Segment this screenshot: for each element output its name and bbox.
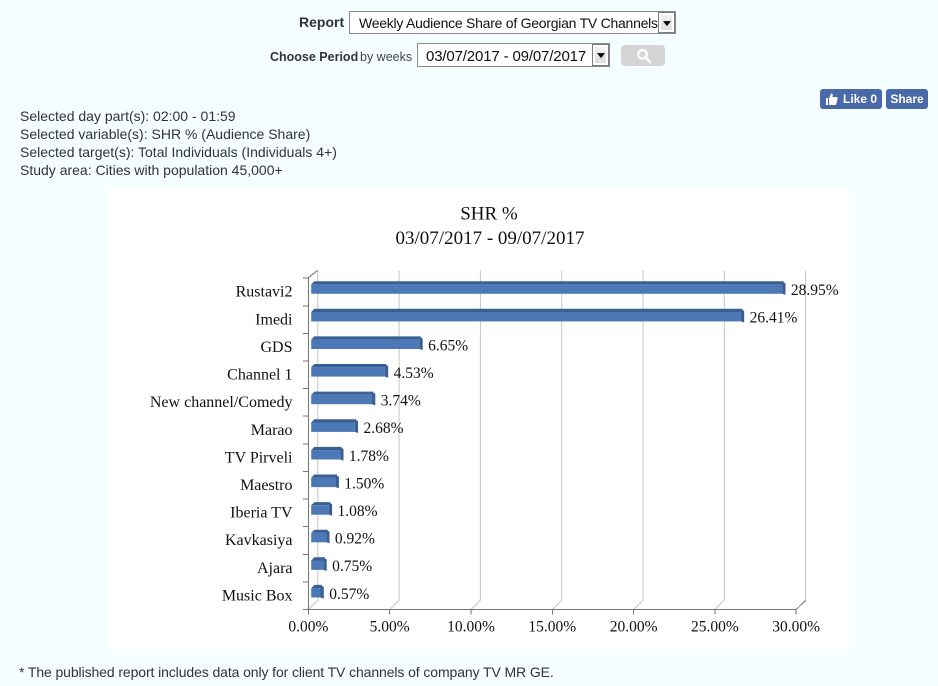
svg-text:2.68%: 2.68% <box>364 420 404 437</box>
svg-text:1.78%: 1.78% <box>349 448 389 465</box>
svg-text:Iberia TV: Iberia TV <box>230 505 293 522</box>
svg-text:Maestro: Maestro <box>240 477 292 494</box>
svg-text:15.00%: 15.00% <box>528 619 576 636</box>
svg-text:GDS: GDS <box>260 339 292 356</box>
svg-text:3.74%: 3.74% <box>381 393 421 410</box>
svg-text:0.92%: 0.92% <box>335 531 375 548</box>
svg-text:0.57%: 0.57% <box>329 586 369 603</box>
svg-text:30.00%: 30.00% <box>772 619 820 636</box>
svg-text:Channel 1: Channel 1 <box>227 367 292 384</box>
svg-text:28.95%: 28.95% <box>791 282 839 299</box>
svg-text:Music Box: Music Box <box>222 587 293 604</box>
svg-text:New channel/Comedy: New channel/Comedy <box>150 394 293 411</box>
svg-text:Rustavi2: Rustavi2 <box>236 284 293 301</box>
svg-text:1.08%: 1.08% <box>338 503 378 520</box>
svg-text:TV Pirveli: TV Pirveli <box>225 449 293 466</box>
svg-text:03/07/2017 - 09/07/2017: 03/07/2017 - 09/07/2017 <box>396 228 585 249</box>
svg-text:SHR %: SHR % <box>460 204 518 225</box>
svg-text:Kavkasiya: Kavkasiya <box>225 532 293 549</box>
svg-text:20.00%: 20.00% <box>610 619 658 636</box>
svg-text:1.50%: 1.50% <box>344 475 384 492</box>
svg-text:26.41%: 26.41% <box>750 310 798 327</box>
svg-text:25.00%: 25.00% <box>691 619 739 636</box>
svg-text:Marao: Marao <box>251 422 293 439</box>
svg-text:0.75%: 0.75% <box>332 558 372 575</box>
svg-text:Ajara: Ajara <box>257 560 293 577</box>
svg-text:0.00%: 0.00% <box>288 619 328 636</box>
svg-text:10.00%: 10.00% <box>447 619 495 636</box>
svg-text:5.00%: 5.00% <box>370 619 410 636</box>
svg-text:Imedi: Imedi <box>255 311 293 328</box>
svg-text:4.53%: 4.53% <box>394 365 434 382</box>
svg-text:6.65%: 6.65% <box>428 337 468 354</box>
